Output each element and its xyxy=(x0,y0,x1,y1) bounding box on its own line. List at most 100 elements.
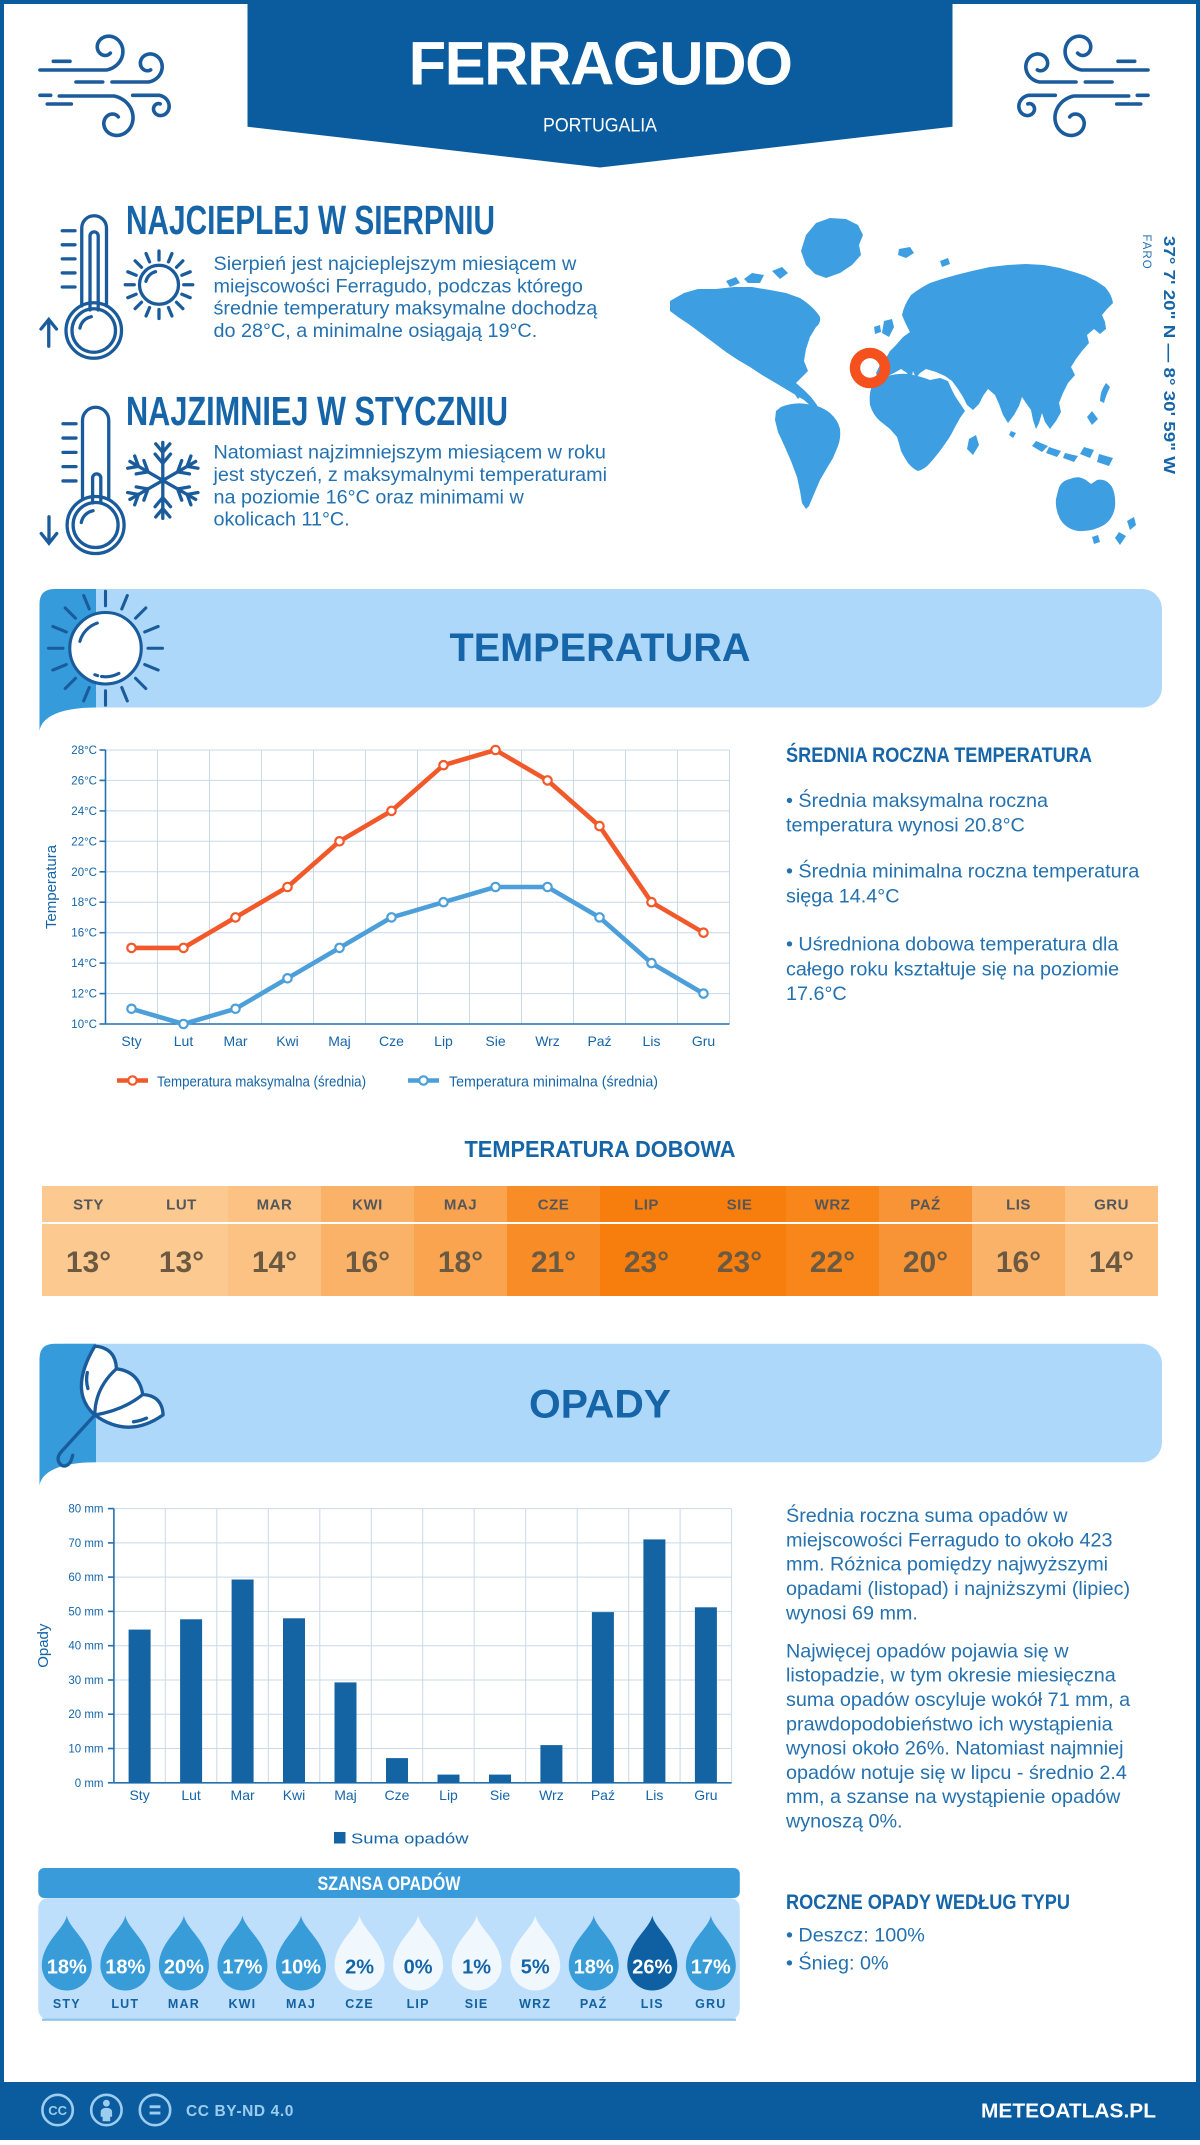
svg-text:Sie: Sie xyxy=(490,1787,510,1803)
svg-text:WRZ: WRZ xyxy=(815,1197,851,1214)
svg-text:60 mm: 60 mm xyxy=(68,1572,103,1584)
svg-text:26%: 26% xyxy=(632,1957,672,1979)
svg-text:PAŹ: PAŹ xyxy=(910,1197,940,1214)
svg-text:FARO: FARO xyxy=(1140,234,1152,269)
svg-text:KWI: KWI xyxy=(352,1197,383,1214)
svg-text:Sty: Sty xyxy=(121,1033,141,1049)
svg-text:LIS: LIS xyxy=(641,1997,664,2011)
svg-text:24°C: 24°C xyxy=(71,806,97,818)
svg-text:16°: 16° xyxy=(996,1246,1041,1279)
svg-text:Wrz: Wrz xyxy=(535,1033,560,1049)
svg-text:22°C: 22°C xyxy=(71,836,97,848)
svg-text:NAJCIEPLEJ W SIERPNIU: NAJCIEPLEJ W SIERPNIU xyxy=(126,197,495,243)
svg-text:SIE: SIE xyxy=(465,1997,489,2011)
svg-text:23°: 23° xyxy=(717,1246,762,1279)
svg-text:Lut: Lut xyxy=(174,1033,194,1049)
svg-text:OPADY: OPADY xyxy=(529,1383,671,1427)
svg-text:50 mm: 50 mm xyxy=(68,1606,103,1618)
svg-text:GRU: GRU xyxy=(1094,1197,1129,1214)
svg-text:• Uśredniona dobowa temperatur: • Uśredniona dobowa temperatura dla xyxy=(786,933,1118,955)
svg-text:Cze: Cze xyxy=(379,1033,404,1049)
svg-text:LUT: LUT xyxy=(166,1197,197,1214)
svg-text:LUT: LUT xyxy=(111,1997,139,2011)
svg-text:Gru: Gru xyxy=(694,1787,717,1803)
svg-text:jest styczeń, z maksymalnymi t: jest styczeń, z maksymalnymi temperatura… xyxy=(213,464,608,486)
svg-text:20 mm: 20 mm xyxy=(68,1709,103,1721)
svg-text:18%: 18% xyxy=(47,1957,87,1979)
svg-text:10°C: 10°C xyxy=(71,1019,97,1031)
svg-text:• Śnieg: 0%: • Śnieg: 0% xyxy=(786,1951,889,1975)
svg-text:18%: 18% xyxy=(574,1957,614,1979)
svg-text:23°: 23° xyxy=(624,1246,669,1279)
svg-text:SIE: SIE xyxy=(727,1197,753,1214)
svg-text:na poziomie 16°C oraz minimami: na poziomie 16°C oraz minimami w xyxy=(214,486,525,508)
svg-text:Maj: Maj xyxy=(334,1787,357,1803)
svg-text:Natomiast najzimniejszym miesi: Natomiast najzimniejszym miesiącem w rok… xyxy=(214,442,606,464)
svg-text:Kwi: Kwi xyxy=(276,1033,299,1049)
svg-text:opadów notuje się w lipcu - śr: opadów notuje się w lipcu - średnio 2.4 xyxy=(786,1762,1127,1784)
svg-text:18°: 18° xyxy=(438,1246,483,1279)
svg-text:LIP: LIP xyxy=(634,1197,659,1214)
svg-text:CZE: CZE xyxy=(538,1197,570,1214)
svg-text:0%: 0% xyxy=(404,1957,433,1979)
svg-text:Lut: Lut xyxy=(181,1787,201,1803)
svg-text:Lis: Lis xyxy=(643,1033,661,1049)
svg-text:CZE: CZE xyxy=(345,1997,374,2011)
svg-text:TEMPERATURA: TEMPERATURA xyxy=(450,626,751,670)
svg-text:40 mm: 40 mm xyxy=(68,1641,103,1653)
svg-text:Mar: Mar xyxy=(231,1787,255,1803)
svg-text:12°C: 12°C xyxy=(71,989,97,1001)
svg-text:Cze: Cze xyxy=(385,1787,410,1803)
svg-text:prawdopodobieństwo ich wystąpi: prawdopodobieństwo ich wystąpienia xyxy=(786,1713,1113,1735)
svg-text:suma opadów oscyluje wokół 71: suma opadów oscyluje wokół 71 mm, a xyxy=(786,1689,1130,1711)
svg-text:14°: 14° xyxy=(1089,1246,1134,1279)
svg-text:mm, a szanse na wystąpienie op: mm, a szanse na wystąpienie opadów xyxy=(786,1786,1121,1808)
svg-text:• Średnia maksymalna roczna: • Średnia maksymalna roczna xyxy=(786,788,1048,812)
svg-text:NAJZIMNIEJ W STYCZNIU: NAJZIMNIEJ W STYCZNIU xyxy=(126,388,508,434)
svg-text:SZANSA OPADÓW: SZANSA OPADÓW xyxy=(318,1871,461,1895)
svg-text:80 mm: 80 mm xyxy=(68,1504,103,1516)
svg-text:STY: STY xyxy=(73,1197,104,1214)
svg-text:1%: 1% xyxy=(462,1957,491,1979)
svg-text:2%: 2% xyxy=(345,1957,374,1979)
svg-text:METEOATLAS.PL: METEOATLAS.PL xyxy=(981,2100,1156,2123)
svg-text:wynosi około 26%. Natomiast na: wynosi około 26%. Natomiast najmniej xyxy=(785,1738,1124,1760)
svg-text:Lip: Lip xyxy=(439,1787,458,1803)
svg-text:GRU: GRU xyxy=(695,1997,726,2011)
svg-text:21°: 21° xyxy=(531,1246,576,1279)
svg-text:16°C: 16°C xyxy=(71,928,97,940)
svg-text:30 mm: 30 mm xyxy=(68,1675,103,1687)
svg-text:Temperatura: Temperatura xyxy=(43,844,60,929)
svg-text:• Deszcz: 100%: • Deszcz: 100% xyxy=(786,1925,925,1947)
svg-text:• Średnia minimalna roczna tem: • Średnia minimalna roczna temperatura xyxy=(786,859,1139,883)
svg-text:0 mm: 0 mm xyxy=(75,1778,104,1790)
svg-text:Paź: Paź xyxy=(587,1033,611,1049)
svg-text:CC: CC xyxy=(48,2103,67,2118)
svg-text:TEMPERATURA DOBOWA: TEMPERATURA DOBOWA xyxy=(465,1136,736,1162)
svg-text:miejscowości Ferragudo, podcza: miejscowości Ferragudo, podczas którego xyxy=(214,275,583,297)
svg-text:Sty: Sty xyxy=(129,1787,149,1803)
svg-text:Najwięcej opadów pojawia się w: Najwięcej opadów pojawia się w xyxy=(786,1640,1069,1662)
svg-text:Kwi: Kwi xyxy=(283,1787,306,1803)
svg-text:17.6°C: 17.6°C xyxy=(786,983,847,1005)
svg-text:Maj: Maj xyxy=(328,1033,351,1049)
svg-text:Sierpień jest najcieplejszym m: Sierpień jest najcieplejszym miesiącem w xyxy=(214,253,577,275)
svg-text:17%: 17% xyxy=(691,1957,731,1979)
svg-text:10%: 10% xyxy=(281,1957,321,1979)
svg-text:Temperatura maksymalna (średni: Temperatura maksymalna (średnia) xyxy=(157,1075,366,1091)
svg-text:do 28°C, a minimalne osiągają: do 28°C, a minimalne osiągają 19°C. xyxy=(214,320,538,342)
svg-text:średnie temperatury maksymalne: średnie temperatury maksymalne dochodzą xyxy=(214,298,598,320)
svg-text:17%: 17% xyxy=(222,1957,262,1979)
svg-text:Temperatura minimalna (średnia: Temperatura minimalna (średnia) xyxy=(449,1075,658,1091)
svg-text:Paź: Paź xyxy=(591,1787,615,1803)
svg-text:WRZ: WRZ xyxy=(519,1997,551,2011)
svg-text:5%: 5% xyxy=(521,1957,550,1979)
svg-text:16°: 16° xyxy=(345,1246,390,1279)
svg-text:18%: 18% xyxy=(105,1957,145,1979)
svg-text:opadami (listopad) i najniższy: opadami (listopad) i najniższymi (lipiec… xyxy=(786,1578,1130,1600)
svg-text:28°C: 28°C xyxy=(71,745,97,757)
svg-text:37° 7' 20" N — 8° 30' 59" W: 37° 7' 20" N — 8° 30' 59" W xyxy=(1160,236,1177,474)
svg-text:CC BY-ND 4.0: CC BY-ND 4.0 xyxy=(186,2103,294,2120)
svg-text:wynosi 69 mm.: wynosi 69 mm. xyxy=(785,1602,918,1624)
svg-text:okolicach 11°C.: okolicach 11°C. xyxy=(214,509,350,531)
